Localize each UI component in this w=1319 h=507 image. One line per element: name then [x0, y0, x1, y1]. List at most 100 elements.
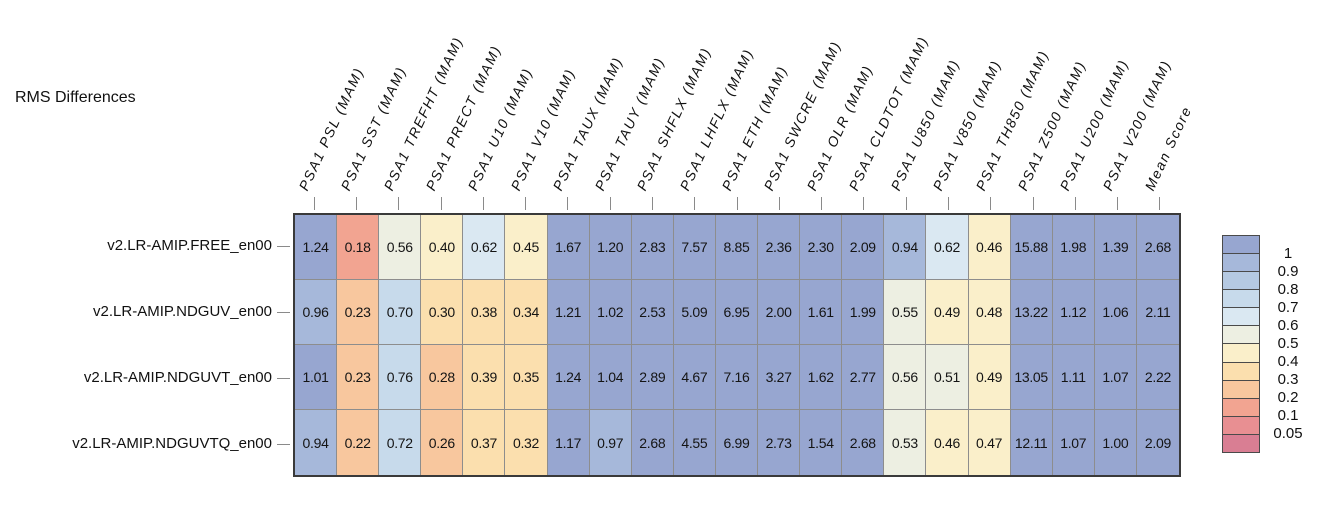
colorbar-band: [1223, 236, 1259, 255]
heatmap-cell: 1.02: [589, 280, 632, 345]
heatmap-cell: 0.53: [884, 410, 927, 475]
heatmap-cell: 2.68: [1136, 215, 1179, 280]
heatmap-cell: 0.49: [968, 345, 1011, 410]
heatmap-cell: 13.05: [1010, 345, 1053, 410]
colorbar-tick-label: 0.8: [1277, 281, 1299, 298]
heatmap-cell: 13.22: [1010, 280, 1053, 345]
column-tick: [1159, 197, 1161, 210]
heatmap-cell: 0.30: [421, 280, 464, 345]
column-tick: [990, 197, 992, 210]
heatmap-cell: 1.39: [1094, 215, 1137, 280]
column-tick: [1074, 197, 1076, 210]
heatmap-cell: 2.09: [1136, 410, 1179, 475]
heatmap-cell: 1.12: [1052, 280, 1095, 345]
heatmap-cell: 1.17: [547, 410, 590, 475]
colorbar-band: [1223, 416, 1259, 435]
heatmap-cell: 0.22: [337, 410, 380, 475]
heatmap-cell: 0.94: [295, 410, 338, 475]
heatmap-cell: 2.68: [842, 410, 885, 475]
heatmap-cell: 0.46: [968, 215, 1011, 280]
heatmap-cell: 1.06: [1094, 280, 1137, 345]
colorbar-tick-label: 0.3: [1277, 371, 1299, 388]
heatmap-cell: 6.95: [715, 280, 759, 345]
heatmap-cell: 0.37: [463, 410, 506, 475]
column-tick: [863, 197, 865, 210]
heatmap-cell: 2.89: [631, 345, 674, 410]
heatmap-cell: 7.57: [673, 215, 716, 280]
heatmap-cell: 1.99: [842, 280, 885, 345]
column-tick: [482, 197, 484, 210]
heatmap-cell: 0.51: [926, 345, 969, 410]
heatmap-cell: 7.16: [715, 345, 759, 410]
heatmap-cell: 0.56: [884, 345, 927, 410]
heatmap-cell: 2.22: [1136, 345, 1179, 410]
heatmap-cell: 2.83: [631, 215, 674, 280]
column-tick: [821, 197, 823, 210]
heatmap-cell: 0.39: [463, 345, 506, 410]
heatmap-cell: 2.73: [758, 410, 801, 475]
heatmap-cell: 12.11: [1010, 410, 1053, 475]
colorbar-tick-label: 0.7: [1277, 299, 1299, 316]
heatmap-cell: 0.76: [379, 345, 422, 410]
heatmap-cell: 0.28: [421, 345, 464, 410]
heatmap-cell: 0.18: [337, 215, 380, 280]
colorbar-tick-label: 0.1: [1277, 407, 1299, 424]
column-tick: [398, 197, 400, 210]
heatmap-cell: 1.24: [295, 215, 338, 280]
heatmap-cell: 0.34: [505, 280, 548, 345]
heatmap-cell: 2.77: [842, 345, 885, 410]
column-tick: [1117, 197, 1119, 210]
column-tick: [525, 197, 527, 210]
heatmap-cell: 1.00: [1094, 410, 1137, 475]
heatmap-cell: 0.35: [505, 345, 548, 410]
colorbar-band: [1223, 290, 1259, 309]
colorbar-band: [1223, 362, 1259, 381]
colorbar-band: [1223, 380, 1259, 399]
heatmap-cell: 0.49: [926, 280, 969, 345]
column-label: PSA1 CLDTOT (MAM): [845, 33, 932, 193]
heatmap-grid: 1.24 0.18 0.56 0.40 0.62 0.45 1.67 1.20 2.83 7.57…: [293, 213, 1181, 477]
row-tick: [277, 312, 290, 313]
heatmap-cell: 2.09: [842, 215, 885, 280]
heatmap-cell: 1.07: [1052, 410, 1095, 475]
heatmap-cell: 0.32: [505, 410, 548, 475]
colorbar-band: [1223, 434, 1259, 452]
heatmap-cell: 2.00: [758, 280, 801, 345]
colorbar-tick-label: 0.5: [1277, 335, 1299, 352]
heatmap-cell: 0.40: [421, 215, 464, 280]
heatmap-cell: 1.04: [589, 345, 632, 410]
heatmap-cell: 2.30: [800, 215, 843, 280]
heatmap-cell: 0.48: [968, 280, 1011, 345]
heatmap-cell: 1.98: [1052, 215, 1095, 280]
heatmap-cell: 0.56: [379, 215, 422, 280]
column-label: PSA1 PRECT (MAM): [422, 42, 505, 193]
colorbar-tick-label: 0.05: [1273, 425, 1303, 442]
colorbar-band: [1223, 398, 1259, 417]
heatmap-cell: 1.01: [295, 345, 338, 410]
heatmap-cell: 0.23: [337, 345, 380, 410]
heatmap-cell: 1.21: [547, 280, 590, 345]
column-tick: [778, 197, 780, 210]
heatmap-cell: 2.53: [631, 280, 674, 345]
heatmap-cell: 0.23: [337, 280, 380, 345]
heatmap-cell: 3.27: [758, 345, 801, 410]
column-tick: [609, 197, 611, 210]
colorbar-band: [1223, 326, 1259, 345]
column-tick: [1032, 197, 1034, 210]
heatmap-cell: 1.61: [800, 280, 843, 345]
colorbar-tick-label: 1: [1283, 245, 1293, 262]
heatmap-cell: 0.97: [589, 410, 632, 475]
colorbar-band: [1223, 254, 1259, 273]
heatmap-cell: 1.07: [1094, 345, 1137, 410]
heatmap-cell: 0.45: [505, 215, 548, 280]
column-tick: [355, 197, 357, 210]
heatmap-cell: 1.54: [800, 410, 843, 475]
heatmap-cell: 0.26: [421, 410, 464, 475]
heatmap-cell: 2.36: [758, 215, 801, 280]
column-tick: [947, 197, 949, 210]
column-tick: [313, 197, 315, 210]
colorbar-band: [1223, 344, 1259, 363]
chart-title: RMS Differences: [15, 89, 136, 106]
column-tick: [651, 197, 653, 210]
